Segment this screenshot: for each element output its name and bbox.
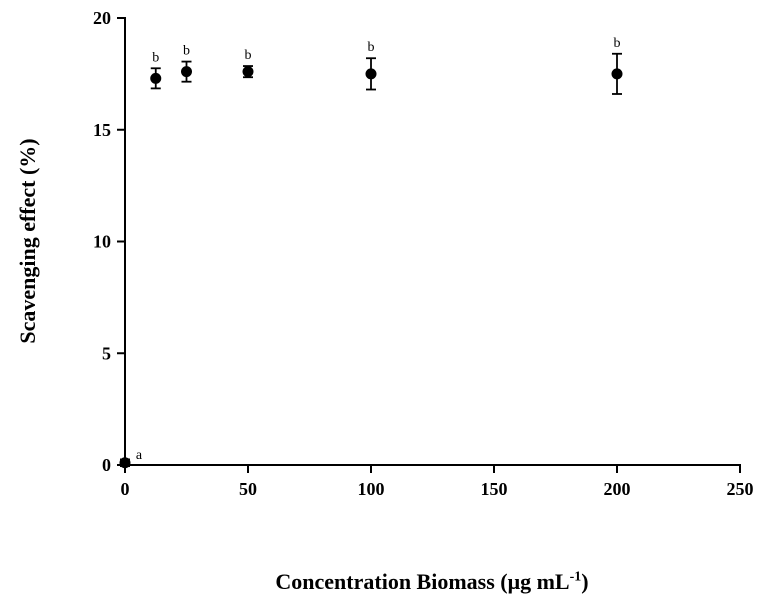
x-axis-title-suffix: ) <box>581 569 589 594</box>
point-label: b <box>152 50 159 65</box>
point-label: b <box>368 40 375 55</box>
x-tick-label: 150 <box>481 479 508 499</box>
data-point <box>181 66 192 78</box>
y-tick-label: 20 <box>93 8 111 28</box>
x-tick-label: 0 <box>121 479 130 499</box>
point-label: b <box>614 36 621 51</box>
x-axis-title-superscript: -1 <box>569 569 582 585</box>
y-tick-label: 5 <box>102 343 111 363</box>
y-tick-label: 15 <box>93 120 111 140</box>
point-label: a <box>136 448 143 463</box>
point-label: b <box>245 48 252 63</box>
y-tick-label: 10 <box>93 232 111 252</box>
data-point <box>119 457 131 469</box>
data-point <box>242 66 254 78</box>
x-axis-title: Concentration Biomass (μg mL-1) <box>275 569 588 595</box>
x-tick-label: 250 <box>727 479 754 499</box>
y-tick-label: 0 <box>102 455 111 475</box>
x-tick-label: 200 <box>604 479 631 499</box>
data-point <box>150 72 162 84</box>
x-axis-title-text: Concentration Biomass (μg mL <box>275 569 570 594</box>
data-point <box>611 68 623 80</box>
data-point <box>365 68 377 80</box>
x-tick-label: 100 <box>358 479 385 499</box>
point-label: b <box>183 44 190 59</box>
y-axis-title: Scavenging effect (%) <box>15 138 40 344</box>
x-tick-label: 50 <box>239 479 257 499</box>
